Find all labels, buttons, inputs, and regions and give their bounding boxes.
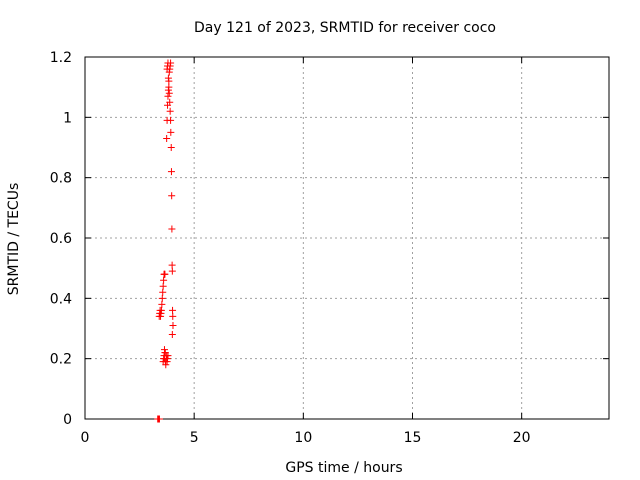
x-tick-label: 5 <box>190 430 199 446</box>
data-point <box>161 270 169 278</box>
data-point <box>167 116 175 124</box>
data-point <box>163 134 171 142</box>
data-point <box>165 83 173 91</box>
data-point <box>169 321 177 329</box>
data-point <box>166 98 174 106</box>
data-points <box>154 59 177 423</box>
data-point <box>161 349 169 357</box>
data-point <box>168 192 176 200</box>
x-tick-label: 20 <box>513 430 531 446</box>
y-tick-label: 0 <box>63 412 72 428</box>
data-point <box>167 168 175 176</box>
data-point <box>168 267 176 275</box>
y-tick-label: 0.2 <box>50 352 72 368</box>
data-point <box>169 306 177 314</box>
axis-ticks: 0 5 10 15 20 0 0.2 0.4 0.6 0.8 1 1.2 <box>50 50 609 446</box>
data-point <box>160 346 168 354</box>
y-tick-label: 0.8 <box>50 171 72 187</box>
data-point <box>157 306 165 314</box>
data-point <box>162 361 170 369</box>
data-point <box>168 331 176 339</box>
y-axis-label: SRMTID / TECUs <box>6 183 22 296</box>
data-point <box>167 128 175 136</box>
data-point <box>164 74 172 82</box>
y-tick-label: 1 <box>63 110 72 126</box>
data-point <box>167 144 175 151</box>
data-point <box>165 89 173 97</box>
data-point <box>160 276 168 284</box>
x-tick-label: 15 <box>404 430 422 446</box>
data-point <box>167 59 175 67</box>
data-point <box>155 415 163 423</box>
data-point <box>159 282 167 290</box>
chart-title: Day 121 of 2023, SRMTID for receiver coc… <box>194 20 496 36</box>
y-tick-label: 0.4 <box>50 291 72 307</box>
data-point <box>158 300 166 308</box>
data-point <box>168 225 176 233</box>
data-point <box>159 288 167 296</box>
data-point <box>169 312 177 320</box>
data-point <box>158 294 166 302</box>
y-tick-label: 0.6 <box>50 231 72 247</box>
grid-lines <box>85 57 609 419</box>
x-axis-label: GPS time / hours <box>285 460 402 476</box>
data-point <box>168 261 176 269</box>
y-tick-label: 1.2 <box>50 50 72 66</box>
data-point <box>164 92 172 100</box>
data-point <box>166 107 174 115</box>
x-tick-label: 10 <box>294 430 312 446</box>
x-tick-label: 0 <box>81 430 90 446</box>
